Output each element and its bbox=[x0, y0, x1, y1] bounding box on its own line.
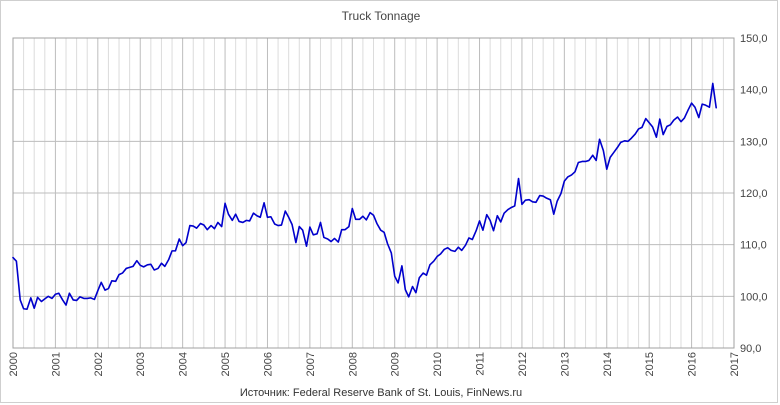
y-tick-label: 100,0 bbox=[740, 291, 768, 303]
x-tick-label: 2011 bbox=[475, 352, 487, 376]
x-tick-label: 2006 bbox=[262, 352, 274, 376]
x-tick-label: 2005 bbox=[220, 352, 232, 376]
y-axis-tick-labels: 90,0 100,0 110,0 120,0 130,0 140,0 150,0 bbox=[740, 33, 768, 355]
x-tick-label: 2004 bbox=[178, 352, 190, 376]
x-tick-label: 2014 bbox=[602, 352, 614, 376]
y-tick-label: 130,0 bbox=[740, 136, 768, 148]
x-tick-label: 2015 bbox=[644, 352, 656, 376]
x-tick-label: 2013 bbox=[559, 352, 571, 376]
x-tick-label: 2016 bbox=[687, 352, 699, 376]
truck-tonnage-line bbox=[12, 82, 717, 311]
x-tick-label: 2000 bbox=[8, 352, 20, 376]
y-tick-label: 90,0 bbox=[740, 343, 761, 355]
x-tick-label: 2010 bbox=[432, 352, 444, 376]
y-tick-label: 150,0 bbox=[740, 33, 768, 45]
x-tick-label: 2007 bbox=[305, 352, 317, 376]
x-tick-label: 2008 bbox=[347, 352, 359, 376]
x-tick-label: 2017 bbox=[729, 352, 741, 376]
chart-title: Truck Tonnage bbox=[342, 9, 421, 23]
x-tick-label: 2001 bbox=[50, 352, 62, 376]
x-tick-label: 2009 bbox=[390, 352, 402, 376]
y-tick-label: 140,0 bbox=[740, 85, 768, 97]
y-tick-label: 110,0 bbox=[740, 240, 767, 252]
plot-area-border bbox=[12, 37, 735, 349]
x-axis-tick-labels: 2000 2001 2002 2003 2004 2005 2006 2007 2008 2009… bbox=[8, 352, 741, 376]
y-tick-label: 120,0 bbox=[740, 188, 768, 200]
source-caption: Источник: Federal Reserve Bank of St. Lo… bbox=[240, 387, 522, 399]
x-tick-label: 2012 bbox=[517, 352, 529, 376]
x-tick-label: 2002 bbox=[93, 352, 105, 376]
x-tick-label: 2003 bbox=[135, 352, 147, 376]
